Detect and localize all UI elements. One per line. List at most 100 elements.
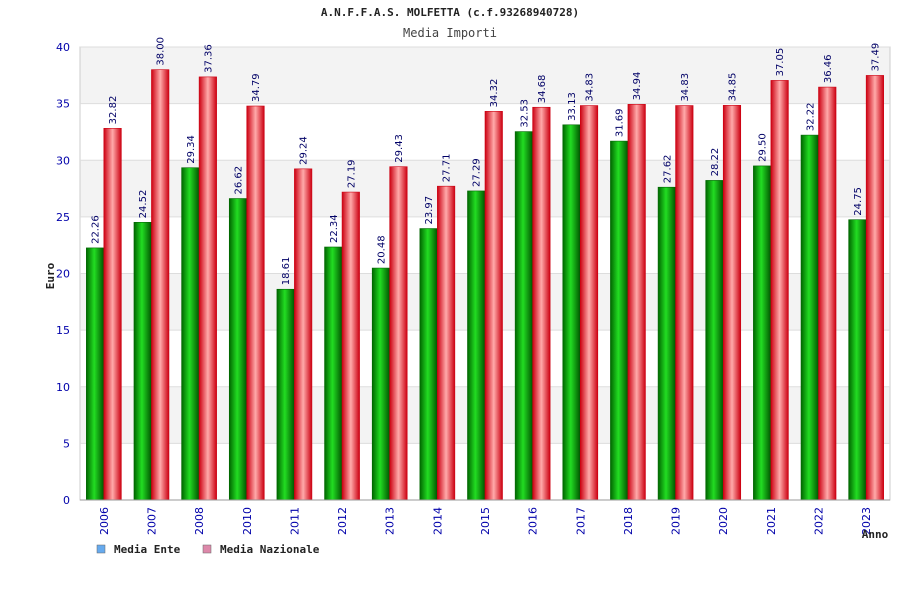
bar-value-label: 22.26 (91, 215, 102, 244)
bars: 22.26 32.82 24.52 38.00 29.34 37.36 26.62 34.79… (86, 37, 884, 501)
bar-value-label: 27.62 (662, 155, 673, 184)
legend: Media Ente Media Nazionale (96, 543, 320, 556)
y-axis-label: Euro (44, 262, 57, 289)
x-tick-label: 2014 (431, 507, 444, 535)
bar-media-nazionale (294, 168, 313, 501)
bar-value-label: 36.46 (823, 54, 834, 83)
bar-media-nazionale (865, 75, 884, 501)
chart-subtitle: Media Importi (403, 26, 497, 40)
legend-label-media-nazionale: Media Nazionale (220, 543, 320, 556)
bar-value-label: 24.75 (853, 187, 864, 216)
bar-media-ente (610, 140, 629, 501)
bar-media-ente (324, 246, 343, 501)
bar-value-label: 34.83 (680, 73, 691, 102)
bar-value-label: 34.79 (251, 73, 262, 102)
bar-media-ente (371, 267, 391, 501)
y-tick-label: 25 (56, 211, 70, 224)
bar-media-ente (467, 190, 486, 501)
bar-media-nazionale (198, 76, 217, 501)
bar-media-nazionale (675, 105, 694, 501)
bar-media-ente (86, 247, 105, 501)
x-tick-label: 2008 (193, 507, 206, 535)
bar-value-label: 29.24 (299, 136, 310, 165)
bar-value-label: 27.19 (346, 159, 357, 188)
bar-media-nazionale (579, 105, 599, 501)
bar-value-label: 29.50 (758, 133, 769, 162)
x-axis-ticks: 2006 2007 2008 2010 2011 2012 2013 2014 2015 2016… (98, 507, 873, 535)
bar-value-label: 22.34 (329, 214, 340, 243)
bar-media-ente (562, 124, 581, 501)
bar-media-ente (181, 167, 200, 501)
bar-value-label: 27.71 (442, 154, 453, 183)
y-axis-ticks: 0 5 10 15 20 25 30 35 40 (56, 41, 70, 507)
x-tick-label: 2015 (479, 507, 492, 535)
bar-value-label: 31.69 (615, 108, 626, 137)
bar-media-ente (800, 134, 819, 501)
bar-value-label: 33.13 (567, 92, 578, 121)
bar-media-nazionale (484, 111, 503, 501)
y-tick-label: 5 (63, 437, 70, 450)
bar-media-nazionale (246, 105, 265, 501)
bar-media-nazionale (722, 105, 742, 501)
legend-swatch-media-ente (96, 544, 106, 554)
x-tick-label: 2012 (336, 507, 349, 535)
legend-label-media-ente: Media Ente (114, 543, 181, 556)
x-tick-label: 2023 (860, 507, 873, 535)
bar-value-label: 28.22 (710, 148, 721, 177)
bar-value-label: 38.00 (156, 37, 167, 66)
bar-media-ente (753, 165, 772, 501)
bar-value-label: 34.83 (585, 73, 596, 102)
bar-value-label: 18.61 (281, 257, 292, 286)
y-tick-label: 0 (63, 494, 70, 507)
bar-value-label: 34.32 (489, 79, 500, 108)
bar-media-ente (276, 288, 295, 501)
bar-media-nazionale (627, 104, 646, 501)
bar-media-ente (705, 180, 724, 501)
bar-value-label: 34.94 (632, 72, 643, 101)
x-tick-label: 2018 (622, 507, 635, 535)
y-tick-label: 40 (56, 41, 70, 54)
bar-value-label: 32.22 (805, 102, 816, 131)
bar-value-label: 37.05 (775, 48, 786, 77)
bar-media-nazionale (770, 80, 789, 501)
bar-value-label: 32.53 (519, 99, 530, 128)
bar-value-label: 24.52 (138, 190, 149, 219)
x-tick-label: 2011 (288, 507, 301, 535)
bar-media-ente (133, 222, 152, 501)
bar-media-nazionale (341, 191, 360, 501)
y-tick-label: 15 (56, 324, 70, 337)
x-tick-label: 2022 (813, 507, 826, 535)
bar-value-label: 29.43 (394, 134, 405, 163)
bar-value-label: 32.82 (108, 96, 119, 125)
x-axis-label: Anno (862, 528, 889, 541)
bar-media-nazionale (437, 185, 456, 501)
bar-media-nazionale (151, 69, 170, 501)
bar-value-label: 27.29 (472, 158, 483, 187)
bar-value-label: 26.62 (234, 166, 245, 195)
x-tick-label: 2021 (765, 507, 778, 535)
bar-value-label: 34.68 (537, 75, 548, 104)
bar-media-nazionale (532, 106, 551, 501)
bar-media-nazionale (818, 86, 837, 501)
bar-value-label: 23.97 (424, 196, 435, 225)
bar-value-label: 34.85 (727, 73, 738, 102)
legend-swatch-media-nazionale (202, 544, 212, 554)
bar-media-ente (228, 198, 248, 501)
bar-value-label: 37.49 (870, 43, 881, 72)
bar-value-label: 20.48 (376, 235, 387, 264)
bar-media-nazionale (389, 166, 408, 501)
x-tick-label: 2019 (670, 507, 683, 535)
y-tick-label: 10 (56, 381, 70, 394)
bar-media-ente (848, 219, 867, 501)
y-tick-label: 30 (56, 154, 70, 167)
bar-media-ente (657, 186, 676, 501)
x-tick-label: 2016 (527, 507, 540, 535)
x-tick-label: 2006 (98, 507, 111, 535)
x-tick-label: 2013 (384, 507, 397, 535)
chart-title: A.N.F.F.A.S. MOLFETTA (c.f.93268940728) (321, 6, 579, 19)
y-tick-label: 20 (56, 268, 70, 281)
bar-value-label: 29.34 (186, 135, 197, 164)
x-tick-label: 2010 (241, 507, 254, 535)
y-tick-label: 35 (56, 98, 70, 111)
